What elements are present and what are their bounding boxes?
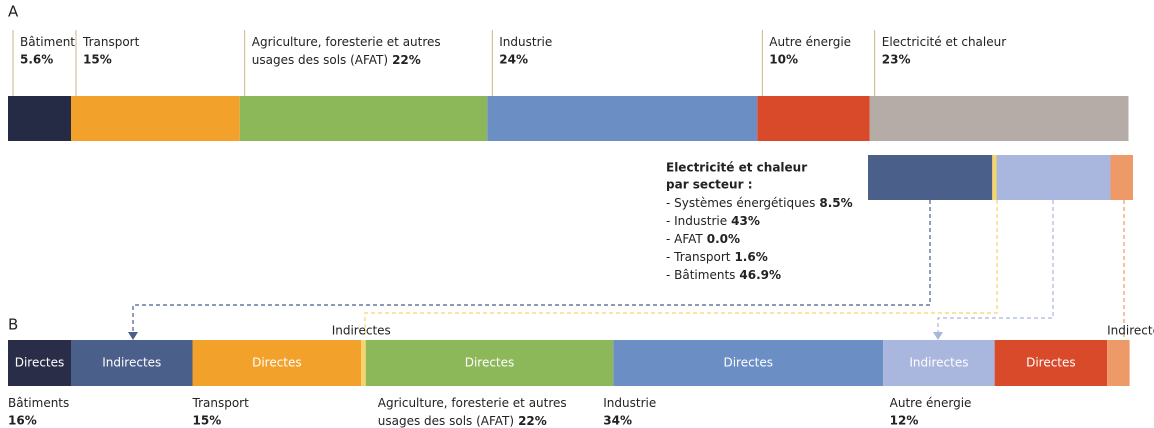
breakdown-item: - Systèmes énergétiques 8.5% xyxy=(666,196,853,210)
segment-label: Directes xyxy=(723,356,773,370)
breakdown-value: 1.6% xyxy=(734,250,767,264)
bar-segment xyxy=(613,340,884,386)
panel-label: B xyxy=(8,316,18,334)
value-label: 5.6% xyxy=(20,53,53,67)
breakdown-title: Electricité et chaleur xyxy=(666,161,807,175)
bar-segment xyxy=(487,96,758,141)
breakdown-segment xyxy=(992,155,997,200)
value-label: 10% xyxy=(769,53,798,67)
bar-segment xyxy=(8,340,71,386)
segment-label: Directes xyxy=(1026,356,1076,370)
bar-segment xyxy=(71,340,193,386)
breakdown-item: - Industrie 43% xyxy=(666,214,760,228)
group-value: 15% xyxy=(193,414,222,428)
segment-name: Industrie xyxy=(499,35,552,49)
bar-segment xyxy=(361,340,366,386)
bar-segment xyxy=(1107,340,1130,386)
segment-label: Indirectes xyxy=(1107,324,1154,338)
segment-name-text: Industrie xyxy=(499,35,552,49)
segment-name: Transport xyxy=(82,35,140,49)
group-name: Bâtiments xyxy=(8,396,69,410)
segment-name: Bâtiment xyxy=(20,35,75,49)
group-name-text: Bâtiments xyxy=(8,396,69,410)
segment-label: Directes xyxy=(15,356,65,370)
bar-segment xyxy=(757,96,870,141)
group-name: usages des sols (AFAT) 22% xyxy=(378,414,547,428)
segment-label: Indirectes xyxy=(332,324,391,338)
bar-segment xyxy=(192,340,362,386)
bar-segment xyxy=(8,96,71,141)
breakdown-value: 8.5% xyxy=(819,196,852,210)
value-label: 23% xyxy=(882,53,911,67)
value-label: 22% xyxy=(392,53,421,67)
segment-name: Agriculture, foresterie et autres xyxy=(252,35,441,49)
bar-segment xyxy=(994,340,1108,386)
segment-name: Electricité et chaleur xyxy=(882,35,1006,49)
breakdown-name: - Systèmes énergétiques xyxy=(666,196,815,210)
panel-label: A xyxy=(8,3,19,21)
group-name: Transport xyxy=(192,396,250,410)
group-name: Agriculture, foresterie et autres xyxy=(378,396,567,410)
value-label: 15% xyxy=(83,53,112,67)
connectors xyxy=(128,200,1125,340)
group-name-text: Agriculture, foresterie et autres xyxy=(378,396,567,410)
group-name-text: usages des sols (AFAT) xyxy=(378,414,514,428)
group-name-text: Industrie xyxy=(603,396,656,410)
group-value: 16% xyxy=(8,414,37,428)
segment-name-text: Transport xyxy=(82,35,140,49)
segment-label: Indirectes xyxy=(909,356,968,370)
group-name: Industrie xyxy=(603,396,656,410)
breakdown-name: - Industrie xyxy=(666,214,727,228)
breakdown-item: - Transport 1.6% xyxy=(666,250,768,264)
bar-segment xyxy=(365,340,614,386)
segment-label: Indirectes xyxy=(102,356,161,370)
breakdown-value: 43% xyxy=(731,214,760,228)
segment-name-text: Bâtiment xyxy=(20,35,75,49)
segment-label: Directes xyxy=(252,356,302,370)
segment-name: Autre énergie xyxy=(769,35,851,49)
group-value: 34% xyxy=(603,414,632,428)
group-name-text: Transport xyxy=(192,396,250,410)
arrow xyxy=(933,332,943,340)
bar-segment xyxy=(239,96,488,141)
segment-name-text: Agriculture, foresterie et autres xyxy=(252,35,441,49)
breakdown-name: - Bâtiments xyxy=(666,268,735,282)
breakdown-name: - AFAT xyxy=(666,232,703,246)
breakdown-value: 0.0% xyxy=(707,232,740,246)
breakdown-segment xyxy=(868,155,993,200)
breakdown-item: - Bâtiments 46.9% xyxy=(666,268,781,282)
breakdown-item: - AFAT 0.0% xyxy=(666,232,740,246)
breakdown-segment xyxy=(996,155,1111,200)
segment-name-text: Autre énergie xyxy=(769,35,851,49)
value-label: 24% xyxy=(499,53,528,67)
bar-segment xyxy=(71,96,240,141)
group-name-text: Autre énergie xyxy=(890,396,972,410)
connector xyxy=(132,200,931,334)
segment-name-text: Electricité et chaleur xyxy=(882,35,1006,49)
segment-name: usages des sols (AFAT) 22% xyxy=(252,53,421,67)
group-name: Autre énergie xyxy=(890,396,972,410)
segment-name-text: usages des sols (AFAT) xyxy=(252,53,388,67)
breakdown-value: 46.9% xyxy=(739,268,781,282)
group-value: 12% xyxy=(890,414,919,428)
bar-segment xyxy=(869,96,1129,141)
connector xyxy=(937,200,1054,334)
breakdown-title: par secteur : xyxy=(666,178,753,192)
bar-segment xyxy=(883,340,995,386)
breakdown-segment xyxy=(1110,155,1133,200)
breakdown-name: - Transport xyxy=(666,250,731,264)
arrow xyxy=(128,332,138,340)
connector xyxy=(364,200,998,338)
group-value: 22% xyxy=(518,414,547,428)
segment-label: Directes xyxy=(465,356,515,370)
